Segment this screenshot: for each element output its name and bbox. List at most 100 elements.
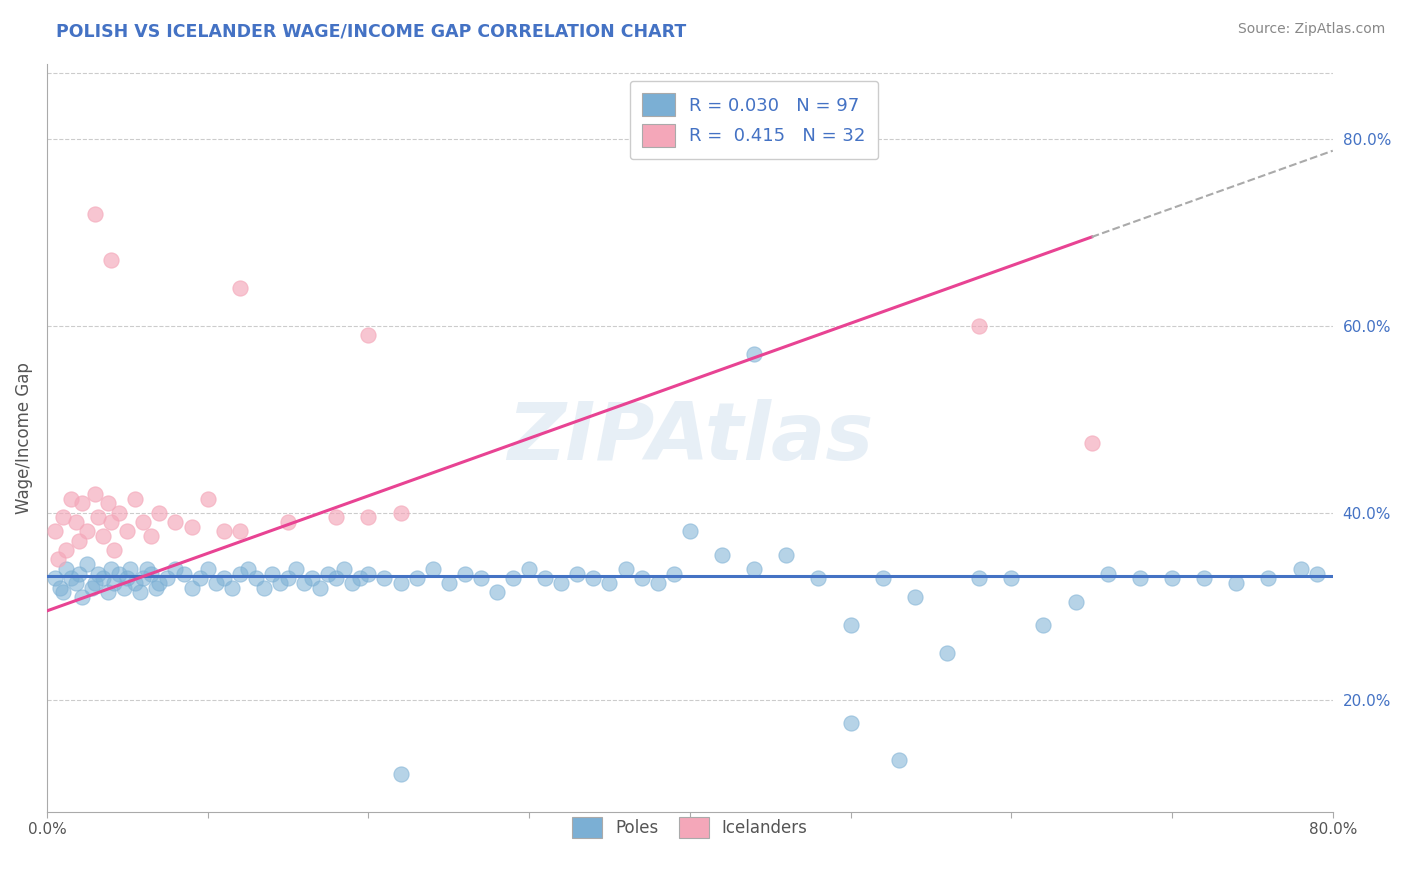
Point bbox=[117, 571, 139, 585]
Point bbox=[100, 515, 122, 529]
Point bbox=[325, 571, 347, 585]
Point bbox=[598, 575, 620, 590]
Point bbox=[872, 571, 894, 585]
Point bbox=[967, 571, 990, 585]
Point bbox=[1097, 566, 1119, 581]
Point bbox=[141, 529, 163, 543]
Point bbox=[245, 571, 267, 585]
Point bbox=[405, 571, 427, 585]
Point bbox=[229, 524, 252, 539]
Point bbox=[141, 566, 163, 581]
Point bbox=[117, 524, 139, 539]
Point bbox=[742, 562, 765, 576]
Point bbox=[221, 581, 243, 595]
Point bbox=[44, 571, 66, 585]
Point bbox=[277, 515, 299, 529]
Point bbox=[710, 548, 733, 562]
Point bbox=[1161, 571, 1184, 585]
Point bbox=[550, 575, 572, 590]
Point bbox=[84, 206, 107, 220]
Point bbox=[148, 575, 170, 590]
Point bbox=[87, 510, 110, 524]
Point bbox=[132, 515, 155, 529]
Point bbox=[373, 571, 395, 585]
Point bbox=[437, 575, 460, 590]
Point bbox=[389, 767, 412, 781]
Point bbox=[936, 646, 959, 660]
Point bbox=[129, 585, 152, 599]
Point bbox=[470, 571, 492, 585]
Point bbox=[502, 571, 524, 585]
Point bbox=[1000, 571, 1022, 585]
Point bbox=[108, 506, 131, 520]
Point bbox=[1305, 566, 1327, 581]
Text: Source: ZipAtlas.com: Source: ZipAtlas.com bbox=[1237, 22, 1385, 37]
Point bbox=[55, 543, 77, 558]
Point bbox=[97, 496, 120, 510]
Point bbox=[59, 491, 82, 506]
Point bbox=[357, 328, 380, 343]
Point bbox=[229, 281, 252, 295]
Point bbox=[212, 571, 235, 585]
Point bbox=[65, 515, 87, 529]
Point bbox=[59, 571, 82, 585]
Point bbox=[454, 566, 477, 581]
Y-axis label: Wage/Income Gap: Wage/Income Gap bbox=[15, 362, 32, 514]
Point bbox=[325, 510, 347, 524]
Point bbox=[65, 575, 87, 590]
Point bbox=[124, 491, 146, 506]
Point bbox=[180, 520, 202, 534]
Point bbox=[67, 533, 90, 548]
Point bbox=[679, 524, 702, 539]
Point bbox=[422, 562, 444, 576]
Point bbox=[1064, 594, 1087, 608]
Point bbox=[48, 581, 70, 595]
Point bbox=[173, 566, 195, 581]
Point bbox=[1289, 562, 1312, 576]
Point bbox=[349, 571, 371, 585]
Point bbox=[277, 571, 299, 585]
Point bbox=[485, 585, 508, 599]
Point bbox=[1129, 571, 1152, 585]
Point bbox=[357, 510, 380, 524]
Point bbox=[97, 585, 120, 599]
Point bbox=[120, 562, 142, 576]
Point bbox=[662, 566, 685, 581]
Text: ZIPAtlas: ZIPAtlas bbox=[506, 399, 873, 477]
Point bbox=[967, 318, 990, 333]
Point bbox=[148, 506, 170, 520]
Point bbox=[91, 529, 114, 543]
Point bbox=[582, 571, 605, 585]
Point bbox=[292, 575, 315, 590]
Point bbox=[236, 562, 259, 576]
Point bbox=[630, 571, 652, 585]
Point bbox=[67, 566, 90, 581]
Point bbox=[647, 575, 669, 590]
Point bbox=[389, 506, 412, 520]
Point bbox=[197, 491, 219, 506]
Point bbox=[212, 524, 235, 539]
Point bbox=[309, 581, 332, 595]
Point bbox=[285, 562, 308, 576]
Point bbox=[188, 571, 211, 585]
Point bbox=[91, 571, 114, 585]
Point bbox=[108, 566, 131, 581]
Point bbox=[534, 571, 557, 585]
Point bbox=[517, 562, 540, 576]
Point bbox=[46, 552, 69, 566]
Point bbox=[887, 754, 910, 768]
Point bbox=[180, 581, 202, 595]
Point bbox=[1080, 435, 1102, 450]
Point bbox=[165, 562, 187, 576]
Point bbox=[904, 590, 927, 604]
Point bbox=[204, 575, 226, 590]
Point bbox=[70, 496, 93, 510]
Point bbox=[260, 566, 283, 581]
Point bbox=[76, 557, 98, 571]
Point bbox=[342, 575, 364, 590]
Point bbox=[55, 562, 77, 576]
Point bbox=[775, 548, 797, 562]
Point bbox=[807, 571, 830, 585]
Point bbox=[333, 562, 356, 576]
Point bbox=[87, 566, 110, 581]
